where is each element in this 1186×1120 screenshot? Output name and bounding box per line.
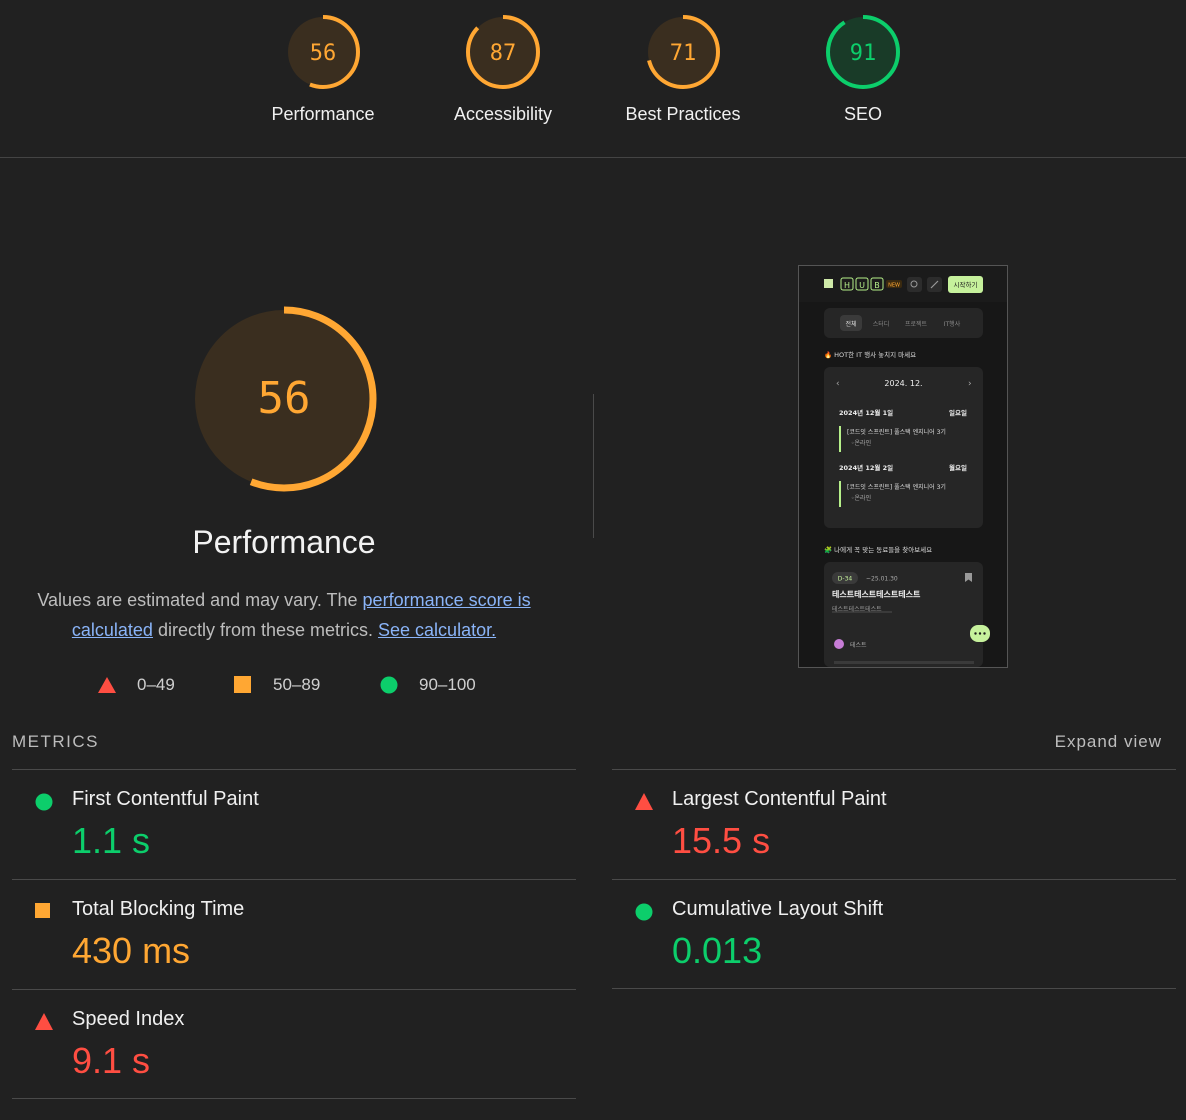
average-square-icon	[234, 676, 251, 693]
logo-letter: H	[844, 281, 850, 290]
metric-value: 1.1 s	[72, 820, 151, 861]
metric-speed-index: Speed Index 9.1 s	[12, 989, 576, 1100]
event-title: [코드잇 스프린트] 풀스택 엔지니어 3기	[847, 428, 946, 436]
event-weekday: 월요일	[949, 463, 967, 472]
performance-score-gauge: 56	[191, 306, 377, 492]
dday-badge: D-34	[838, 576, 853, 583]
metric-name: Cumulative Layout Shift	[672, 898, 884, 920]
metric-value: 15.5 s	[672, 820, 771, 861]
average-square-icon	[35, 903, 50, 918]
desc-text: directly from these metrics.	[152, 620, 379, 640]
event-weekday: 일요일	[949, 408, 967, 417]
search-icon	[910, 280, 918, 288]
gauge-best-practices[interactable]: 71 Best Practices	[593, 14, 773, 125]
calendar-month: 2024. 12.	[884, 379, 922, 388]
fail-triangle-icon	[635, 793, 653, 810]
divider	[12, 1098, 576, 1099]
find-peers-title: 🧩 나에게 꼭 맞는 동료들을 찾아보세요	[824, 545, 932, 554]
card-author: 테스트	[850, 641, 867, 649]
gauge-score: 91	[850, 41, 877, 66]
legend-label: 50–89	[273, 675, 321, 694]
performance-score: 56	[258, 373, 311, 424]
pass-circle-icon	[35, 793, 53, 811]
metric-value: 0.013	[672, 930, 763, 971]
performance-description: Values are estimated and may vary. The p…	[24, 585, 544, 645]
event-date: 2024년 12월 2일	[839, 463, 893, 472]
tab-study: 스터디	[873, 320, 890, 328]
gauge-label: SEO	[843, 104, 882, 124]
next-month-icon: ›	[968, 379, 972, 389]
desc-text: Values are estimated and may vary. The	[37, 590, 363, 610]
divider	[612, 988, 1176, 989]
score-gauge-ring: 56	[286, 15, 360, 89]
metric-value: 430 ms	[72, 930, 191, 971]
logo-letter: B	[874, 281, 880, 290]
score-gauge-ring: 91	[826, 15, 900, 89]
final-screenshot[interactable]: H U B NEW 시작하기 전체 스터디 프로젝트 IT행사 🔥 HOT한 I…	[798, 265, 1008, 668]
gauge-label: Best Practices	[625, 104, 741, 124]
hot-events-title: 🔥 HOT한 IT 행사 놓치지 마세요	[824, 350, 916, 359]
performance-score-link[interactable]: performance score is calculated	[71, 590, 531, 640]
see-calculator-link[interactable]: See calculator.	[378, 620, 497, 640]
tab-project: 프로젝트	[905, 320, 928, 328]
gauge-performance[interactable]: 56 Performance	[233, 14, 413, 125]
gauge-seo[interactable]: 91 SEO	[773, 14, 953, 125]
metric-name: Largest Contentful Paint	[672, 788, 887, 810]
metric-value: 9.1 s	[72, 1040, 151, 1081]
gauge-label: Accessibility	[453, 104, 553, 124]
expand-view-button[interactable]: Expand view	[1054, 732, 1162, 751]
metric-name: Speed Index	[72, 1008, 185, 1030]
fail-triangle-icon	[35, 1013, 53, 1030]
logo-letter: U	[859, 281, 865, 290]
category-gauges-bar: 56 Performance 87 Accessibility 71 Best …	[0, 0, 1186, 158]
pass-circle-icon	[635, 903, 653, 921]
performance-title: Performance	[192, 524, 376, 560]
avatar	[834, 639, 844, 649]
event-date: 2024년 12월 1일	[839, 408, 893, 417]
gauge-label: Performance	[271, 104, 375, 124]
prev-month-icon: ‹	[836, 379, 840, 389]
divider	[593, 394, 594, 538]
metric-name: Total Blocking Time	[72, 898, 245, 920]
metric-name: First Contentful Paint	[72, 788, 259, 810]
score-gauge-ring: 87	[466, 15, 540, 89]
gauge-accessibility[interactable]: 87 Accessibility	[413, 14, 593, 125]
bookmark-icon	[965, 573, 972, 582]
score-gauge-ring: 71	[646, 15, 720, 89]
tab-it-event: IT행사	[944, 320, 961, 328]
deadline: ~25.01.30	[866, 576, 898, 583]
metrics-heading: METRICS	[12, 732, 99, 751]
card-subtitle: 테스트테스트테스트	[832, 605, 882, 613]
legend-label: 0–49	[137, 675, 175, 694]
site-logo-icon	[824, 279, 833, 288]
event-title: [코드잇 스프린트] 풀스택 엔지니어 3기	[847, 483, 946, 491]
pencil-icon	[930, 280, 939, 289]
fail-triangle-icon	[98, 677, 116, 693]
metric-largest-contentful-paint: Largest Contentful Paint 15.5 s	[612, 769, 1176, 880]
legend-label: 90–100	[419, 675, 476, 694]
gauge-score: 87	[490, 41, 517, 66]
metric-first-contentful-paint: First Contentful Paint 1.1 s	[12, 769, 576, 880]
metric-total-blocking-time: Total Blocking Time 430 ms	[12, 879, 576, 990]
pass-circle-icon	[380, 676, 398, 694]
event-place: ◦온라인	[851, 494, 871, 502]
card-title: 테스트테스트테스트테스트	[832, 589, 921, 599]
gauge-score: 71	[670, 41, 697, 66]
event-place: ◦온라인	[851, 439, 871, 447]
gauge-score: 56	[310, 41, 337, 66]
new-badge: NEW	[888, 283, 900, 289]
tab-all: 전체	[845, 320, 856, 328]
metric-cumulative-layout-shift: Cumulative Layout Shift 0.013	[612, 879, 1176, 990]
page-preview: H U B NEW 시작하기 전체 스터디 프로젝트 IT행사 🔥 HOT한 I…	[799, 266, 1007, 667]
start-button: 시작하기	[954, 280, 978, 289]
